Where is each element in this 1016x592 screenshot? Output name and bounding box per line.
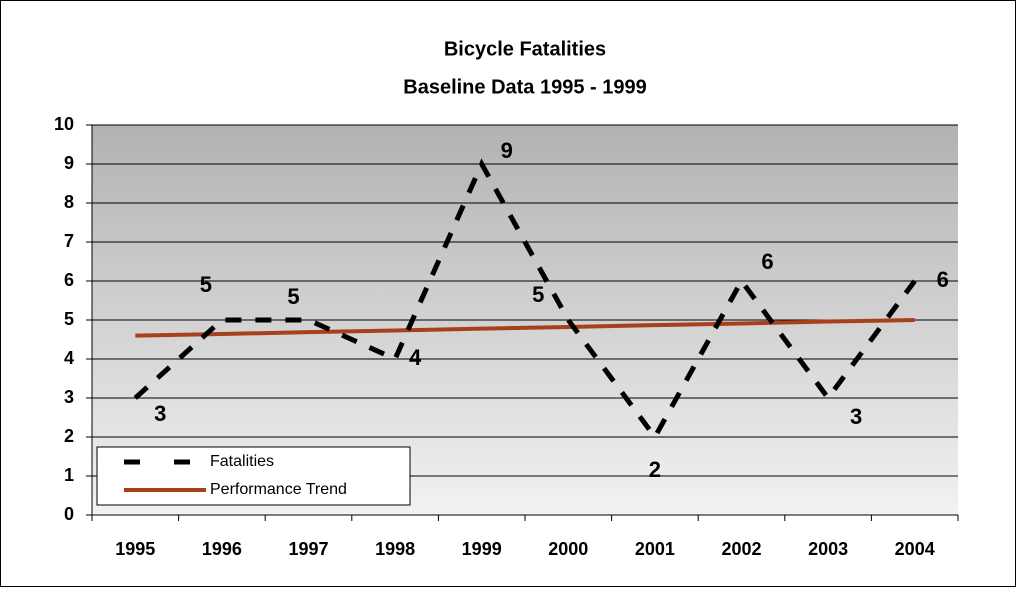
x-tick-label: 2004	[895, 539, 935, 559]
chart-subtitle: Baseline Data 1995 - 1999	[403, 76, 647, 98]
y-tick-label: 1	[64, 465, 74, 485]
y-tick-label: 10	[54, 114, 74, 134]
series-line	[135, 318, 915, 338]
y-tick-label: 2	[64, 426, 74, 446]
y-tick-label: 6	[64, 270, 74, 290]
y-tick-label: 8	[64, 192, 74, 212]
series-line	[133, 158, 917, 442]
data-label: 4	[409, 345, 422, 370]
y-tick-label: 9	[64, 153, 74, 173]
x-tick-label: 2003	[808, 539, 848, 559]
data-label: 9	[501, 138, 513, 163]
y-tick-label: 7	[64, 231, 74, 251]
data-label: 2	[649, 457, 661, 482]
x-tick-label: 2000	[548, 539, 588, 559]
legend-label: Performance Trend	[210, 481, 347, 498]
data-label: 6	[761, 249, 773, 274]
legend-label: Fatalities	[210, 453, 274, 470]
data-label: 3	[154, 401, 166, 426]
data-label: 5	[200, 272, 212, 297]
y-tick-label: 5	[64, 309, 74, 329]
x-tick-label: 2001	[635, 539, 675, 559]
chart-title: Bicycle Fatalities	[444, 38, 606, 60]
y-tick-label: 0	[64, 504, 74, 524]
data-label: 5	[532, 282, 544, 307]
x-tick-label: 2002	[721, 539, 761, 559]
data-label: 5	[287, 284, 299, 309]
x-tick-label: 1995	[115, 539, 155, 559]
y-tick-label: 4	[64, 348, 74, 368]
data-label: 3	[850, 404, 862, 429]
x-tick-label: 1999	[462, 539, 502, 559]
data-label: 6	[937, 267, 949, 292]
x-tick-label: 1997	[288, 539, 328, 559]
legend-box	[96, 446, 411, 506]
y-tick-label: 3	[64, 387, 74, 407]
x-tick-label: 1998	[375, 539, 415, 559]
x-tick-label: 1996	[202, 539, 242, 559]
